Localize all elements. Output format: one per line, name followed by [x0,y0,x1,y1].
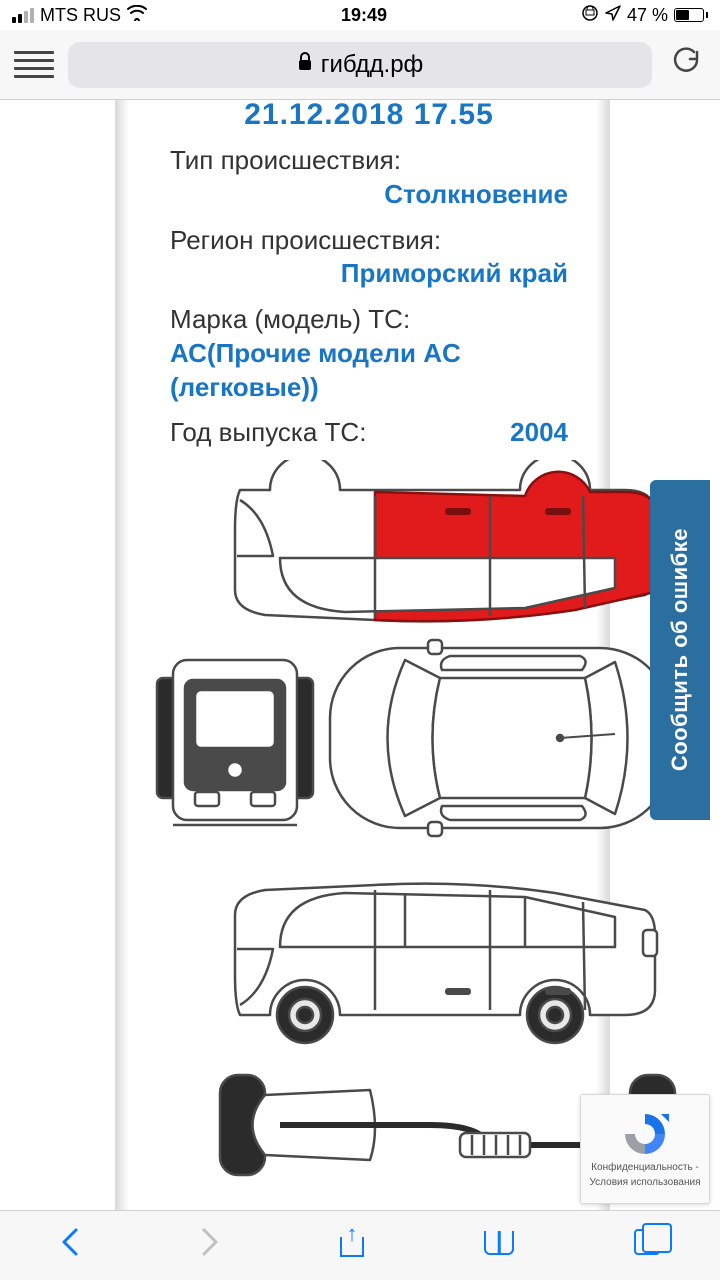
recaptcha-line1: Конфиденциальность - [591,1162,699,1173]
menu-button[interactable] [14,51,54,78]
battery-icon [674,8,708,22]
incident-region-label: Регион происшествия: [170,224,568,258]
page-content: 21.12.2018 17.55 Тип происшествия: Столк… [0,100,720,1210]
tabs-button[interactable] [634,1229,660,1263]
carrier-label: MTS RUS [40,5,121,26]
url-text: гибдд.рф [321,51,424,79]
recaptcha-line2: Условия использования [590,1177,701,1188]
incident-type-value: Столкновение [170,178,568,212]
forward-button[interactable] [200,1227,220,1265]
bookmarks-button[interactable] [484,1229,514,1263]
browser-toolbar: гибдд.рф [0,30,720,100]
report-error-tab[interactable]: Сообщить об ошибке [650,480,710,820]
rotation-lock-icon [581,4,599,27]
incident-model-value: АС(Прочие модели AC (легковые)) [170,337,568,405]
incident-region-value: Приморский край [170,257,568,291]
ios-status-bar: MTS RUS 19:49 47 % [0,0,720,30]
incident-datetime: 21.12.2018 17.55 [170,100,568,132]
share-button[interactable]: ↑ [340,1227,364,1265]
incident-year-value: 2004 [510,417,568,448]
signal-icon [12,8,34,23]
incident-model-label: Марка (модель) ТС: [170,303,568,337]
incident-type-label: Тип происшествия: [170,144,568,178]
incident-year-label: Год выпуска ТС: [170,417,366,448]
battery-pct: 47 % [627,5,668,26]
browser-bottom-bar: ↑ [0,1210,720,1280]
recaptcha-icon [621,1110,669,1158]
report-error-label: Сообщить об ошибке [667,528,693,771]
clock-time: 19:49 [341,5,387,26]
wifi-icon [127,5,147,26]
back-button[interactable] [60,1227,80,1265]
lock-icon [297,52,313,77]
location-icon [605,5,621,26]
url-bar[interactable]: гибдд.рф [68,42,652,88]
reload-button[interactable] [666,46,706,83]
recaptcha-badge[interactable]: Конфиденциальность - Условия использован… [580,1094,710,1204]
